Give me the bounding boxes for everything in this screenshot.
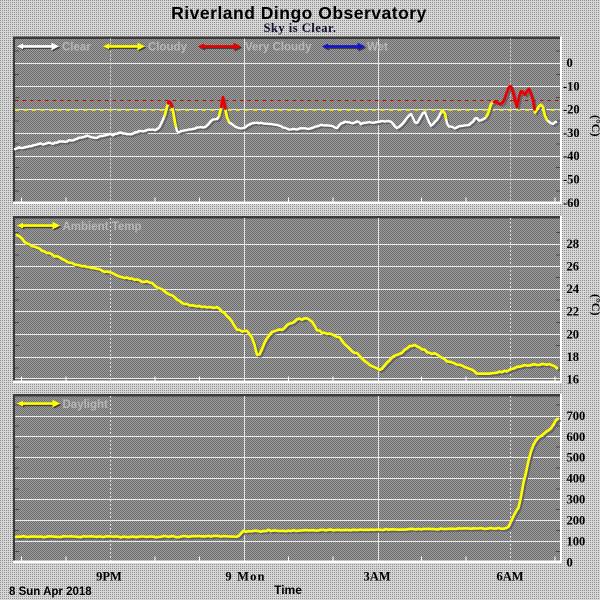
svg-text:Riverland Dingo Observatory: Riverland Dingo Observatory: [171, 3, 427, 23]
svg-text:6AM: 6AM: [496, 570, 523, 584]
svg-text:500: 500: [567, 451, 586, 465]
svg-text:-10: -10: [563, 79, 580, 93]
svg-text:Wet: Wet: [367, 42, 388, 54]
svg-text:0: 0: [567, 56, 573, 70]
svg-text:(°C): (°C): [589, 294, 600, 315]
svg-text:Very Cloudy: Very Cloudy: [245, 42, 312, 54]
svg-text:200: 200: [567, 513, 586, 527]
svg-text:Time: Time: [274, 583, 302, 597]
svg-text:9PM: 9PM: [96, 570, 122, 584]
svg-text:(°C): (°C): [589, 115, 600, 136]
svg-text:Ambient Temp: Ambient Temp: [63, 221, 142, 233]
svg-text:8 Sun Apr 2018: 8 Sun Apr 2018: [9, 586, 92, 598]
svg-text:26: 26: [567, 260, 580, 274]
svg-text:28: 28: [567, 237, 580, 251]
svg-text:Daylight: Daylight: [63, 399, 109, 411]
svg-text:-60: -60: [563, 196, 580, 210]
svg-text:-30: -30: [563, 126, 580, 140]
svg-text:600: 600: [567, 430, 586, 444]
svg-text:400: 400: [567, 472, 586, 486]
svg-text:22: 22: [567, 305, 580, 319]
svg-text:18: 18: [567, 350, 580, 364]
svg-text:20: 20: [567, 327, 580, 341]
svg-text:0: 0: [567, 556, 573, 570]
svg-text:Clear: Clear: [62, 42, 91, 54]
svg-text:Cloudy: Cloudy: [148, 42, 188, 54]
svg-text:-20: -20: [563, 103, 580, 117]
svg-text:700: 700: [567, 409, 586, 423]
svg-text:-50: -50: [563, 173, 580, 187]
svg-text:Sky is Clear.: Sky is Clear.: [263, 21, 336, 35]
svg-text:-40: -40: [563, 149, 580, 163]
svg-text:24: 24: [567, 282, 580, 296]
svg-text:16: 16: [567, 373, 580, 387]
svg-text:100: 100: [567, 534, 586, 548]
svg-text:300: 300: [567, 493, 586, 507]
svg-text:9 Mon: 9 Mon: [225, 570, 265, 584]
svg-text:3AM: 3AM: [363, 570, 390, 584]
